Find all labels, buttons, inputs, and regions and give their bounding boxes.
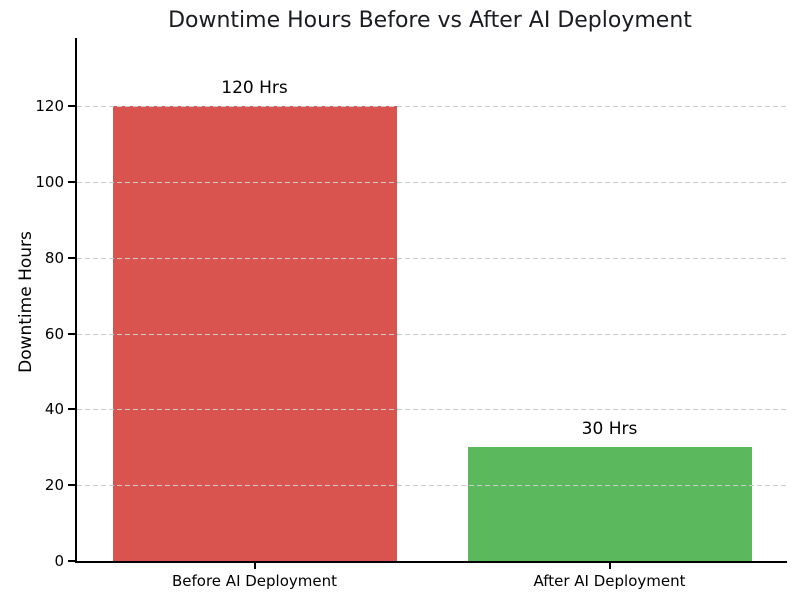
y-tick-mark — [68, 181, 75, 183]
y-tick-mark — [68, 332, 75, 335]
gridline — [77, 333, 787, 335]
chart-title: Downtime Hours Before vs After AI Deploy… — [168, 8, 692, 33]
gridline — [77, 485, 787, 487]
bar-value-label: 120 Hrs — [221, 78, 288, 99]
plot-area: 0 20 40 60 80 100 120 120 Hrs Before AI Deployme… — [35, 38, 787, 590]
y-tick-label: 120 — [35, 97, 64, 116]
gridline — [77, 409, 787, 411]
y-tick-label: 20 — [44, 476, 64, 495]
y-tick-mark — [68, 408, 75, 411]
y-axis-label: Downtime Hours — [16, 231, 36, 373]
x-tick-mark — [253, 563, 256, 569]
x-tick-label: After AI Deployment — [533, 572, 686, 590]
y-tick-mark — [68, 560, 75, 562]
y-tick-mark — [68, 484, 75, 487]
gridline — [77, 106, 787, 108]
x-tick-label: Before AI Deployment — [171, 572, 338, 590]
y-tick-label: 0 — [54, 552, 64, 570]
y-tick-mark — [68, 256, 75, 259]
y-tick-label: 60 — [44, 324, 64, 343]
bar-value-label: 30 Hrs — [581, 419, 638, 440]
gridline — [77, 182, 787, 183]
y-tick-label: 80 — [44, 248, 64, 267]
x-tick-mark — [608, 563, 611, 569]
gridline — [77, 257, 787, 259]
y-tick-label: 100 — [35, 173, 64, 191]
y-tick-label: 40 — [44, 400, 64, 419]
bar — [467, 447, 752, 561]
y-tick-mark — [68, 105, 75, 108]
